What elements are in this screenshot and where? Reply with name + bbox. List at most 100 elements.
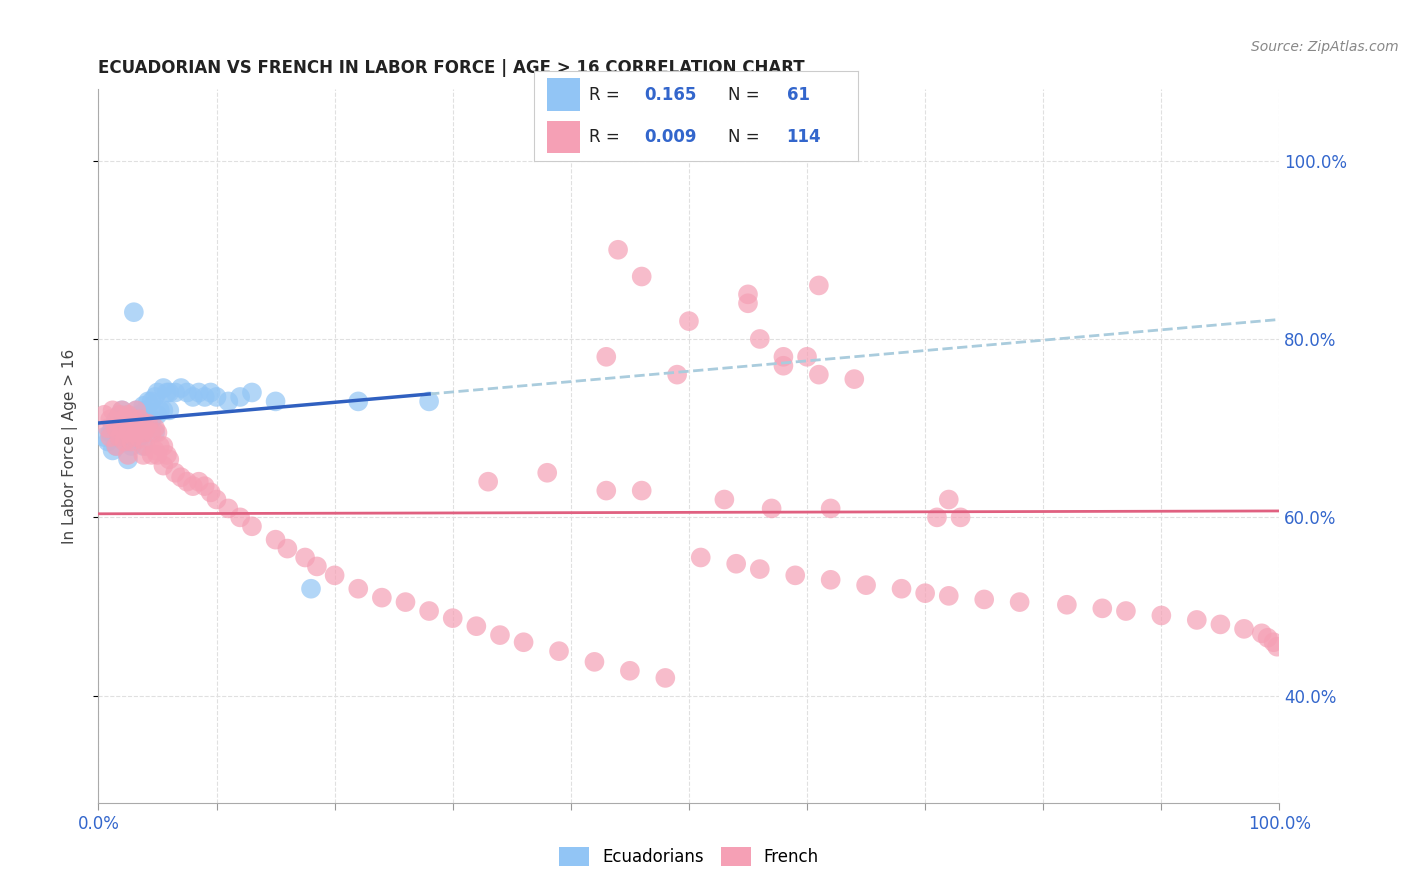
Point [111, 421, 134, 435]
Point [820, 573, 842, 587]
Text: ECUADORIAN VS FRENCH IN LABOR FORCE | AGE > 16 CORRELATION CHART: ECUADORIAN VS FRENCH IN LABOR FORCE | AG… [98, 59, 806, 77]
Point [165, 466, 187, 480]
Text: R =: R = [589, 128, 620, 146]
Point [157, 452, 180, 467]
Point [97, 421, 120, 435]
Point [122, 305, 145, 319]
Point [1263, 635, 1285, 649]
Point [394, 595, 416, 609]
Point [132, 399, 155, 413]
Point [112, 412, 135, 426]
Point [1056, 598, 1078, 612]
Point [117, 452, 139, 467]
Point [536, 466, 558, 480]
Point [737, 296, 759, 310]
Text: N =: N = [728, 128, 759, 146]
Point [135, 421, 157, 435]
Point [132, 417, 155, 431]
Point [914, 586, 936, 600]
Point [156, 385, 179, 400]
Point [654, 671, 676, 685]
Point [785, 568, 807, 582]
Point [973, 592, 995, 607]
Point [98, 430, 121, 444]
Point [807, 278, 830, 293]
Point [890, 582, 912, 596]
Point [1150, 608, 1173, 623]
Point [630, 483, 652, 498]
Point [121, 434, 143, 449]
Point [1008, 595, 1031, 609]
Point [595, 483, 617, 498]
Point [796, 350, 818, 364]
Point [146, 385, 169, 400]
Point [689, 550, 711, 565]
Point [1091, 601, 1114, 615]
Point [240, 519, 263, 533]
Point [111, 403, 134, 417]
Point [678, 314, 700, 328]
Point [122, 430, 145, 444]
Point [264, 533, 287, 547]
Point [157, 403, 180, 417]
Point [229, 510, 252, 524]
Point [583, 655, 606, 669]
Point [949, 510, 972, 524]
Point [1185, 613, 1208, 627]
Point [121, 421, 143, 435]
Point [548, 644, 571, 658]
Point [925, 510, 948, 524]
Point [128, 430, 150, 444]
Point [630, 269, 652, 284]
Point [165, 385, 187, 400]
Point [418, 604, 440, 618]
Point [276, 541, 298, 556]
Point [1265, 640, 1288, 654]
Y-axis label: In Labor Force | Age > 16: In Labor Force | Age > 16 [62, 349, 77, 543]
Point [125, 403, 148, 417]
Point [136, 417, 159, 431]
Point [143, 390, 166, 404]
Point [117, 434, 139, 449]
Point [141, 448, 163, 462]
Point [146, 448, 169, 462]
Point [418, 394, 440, 409]
Point [229, 390, 252, 404]
Point [725, 557, 748, 571]
Point [187, 475, 209, 489]
Point [143, 421, 166, 435]
Point [105, 439, 128, 453]
Point [294, 550, 316, 565]
Point [97, 434, 120, 449]
Text: 0.165: 0.165 [644, 86, 696, 103]
Point [101, 403, 124, 417]
Point [1257, 631, 1279, 645]
Point [156, 448, 179, 462]
FancyBboxPatch shape [547, 78, 579, 111]
Point [761, 501, 783, 516]
Legend: Ecuadorians, French: Ecuadorians, French [553, 840, 825, 873]
Point [135, 439, 157, 453]
Point [112, 434, 135, 449]
Point [465, 619, 488, 633]
Point [807, 368, 830, 382]
FancyBboxPatch shape [547, 121, 579, 153]
Point [101, 421, 124, 435]
Point [132, 448, 155, 462]
Point [299, 582, 322, 596]
Point [305, 559, 328, 574]
Point [619, 664, 641, 678]
Point [105, 412, 128, 426]
Point [111, 403, 134, 417]
Point [125, 425, 148, 440]
Point [737, 287, 759, 301]
Point [489, 628, 512, 642]
Text: 114: 114 [786, 128, 821, 146]
Point [117, 408, 139, 422]
Point [111, 421, 134, 435]
Point [146, 425, 169, 440]
Point [132, 439, 155, 453]
Point [105, 421, 128, 435]
Point [194, 479, 217, 493]
Point [217, 394, 239, 409]
